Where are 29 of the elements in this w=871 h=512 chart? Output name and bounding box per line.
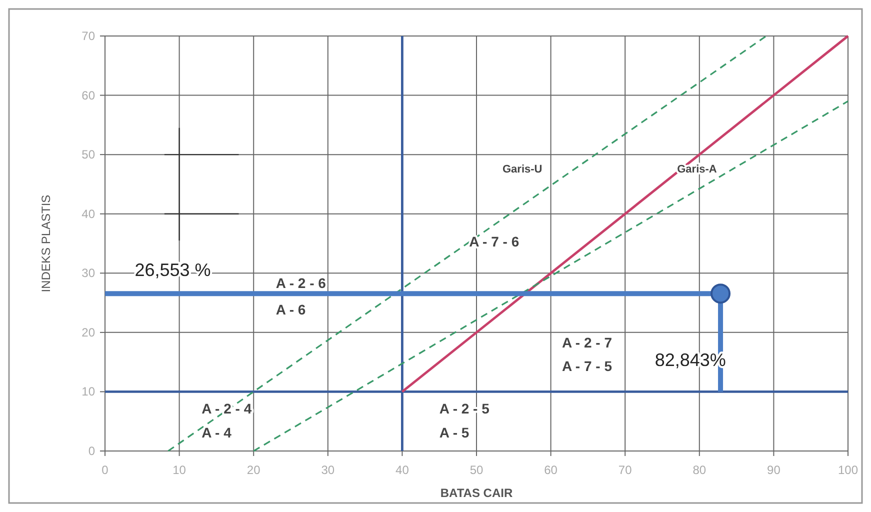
y-tick-label: 0 <box>88 444 96 458</box>
x-tick-label: 80 <box>692 463 706 477</box>
y-tick-label: 60 <box>82 88 96 102</box>
y-tick-label: 40 <box>82 206 96 221</box>
annotation: A - 4 <box>202 424 232 440</box>
annotation: A - 2 - 7 <box>562 334 612 350</box>
x-tick-label: 20 <box>246 463 261 477</box>
x-tick-label: 0 <box>102 463 109 477</box>
x-tick-label: 100 <box>838 463 858 477</box>
y-axis-title: INDEKS PLASTIS <box>39 194 53 292</box>
annotation: Garis-U <box>502 163 542 176</box>
y-tick-label: 50 <box>82 148 96 162</box>
x-axis-title: BATAS CAIR <box>440 486 513 500</box>
x-tick-label: 90 <box>767 463 781 477</box>
y-tick-label: 10 <box>82 384 96 399</box>
x-tick-label: 50 <box>470 463 484 477</box>
annotation: A - 6 <box>276 302 306 318</box>
y-tick-label: 20 <box>82 325 96 340</box>
y-tick-label: 30 <box>82 266 96 280</box>
annotation: A - 7 - 5 <box>562 358 612 374</box>
y-tick-label: 70 <box>82 29 96 43</box>
x-tick-label: 60 <box>544 463 558 477</box>
x-tick-label: 40 <box>396 463 410 477</box>
annotation: A - 5 <box>439 424 470 440</box>
annotation: A - 2 - 4 <box>202 400 252 417</box>
x-tick-label: 10 <box>172 463 186 477</box>
x-tick-label: 70 <box>618 463 632 477</box>
x-tick-label: 30 <box>321 463 335 477</box>
annotation: A - 2 - 6 <box>276 274 326 291</box>
